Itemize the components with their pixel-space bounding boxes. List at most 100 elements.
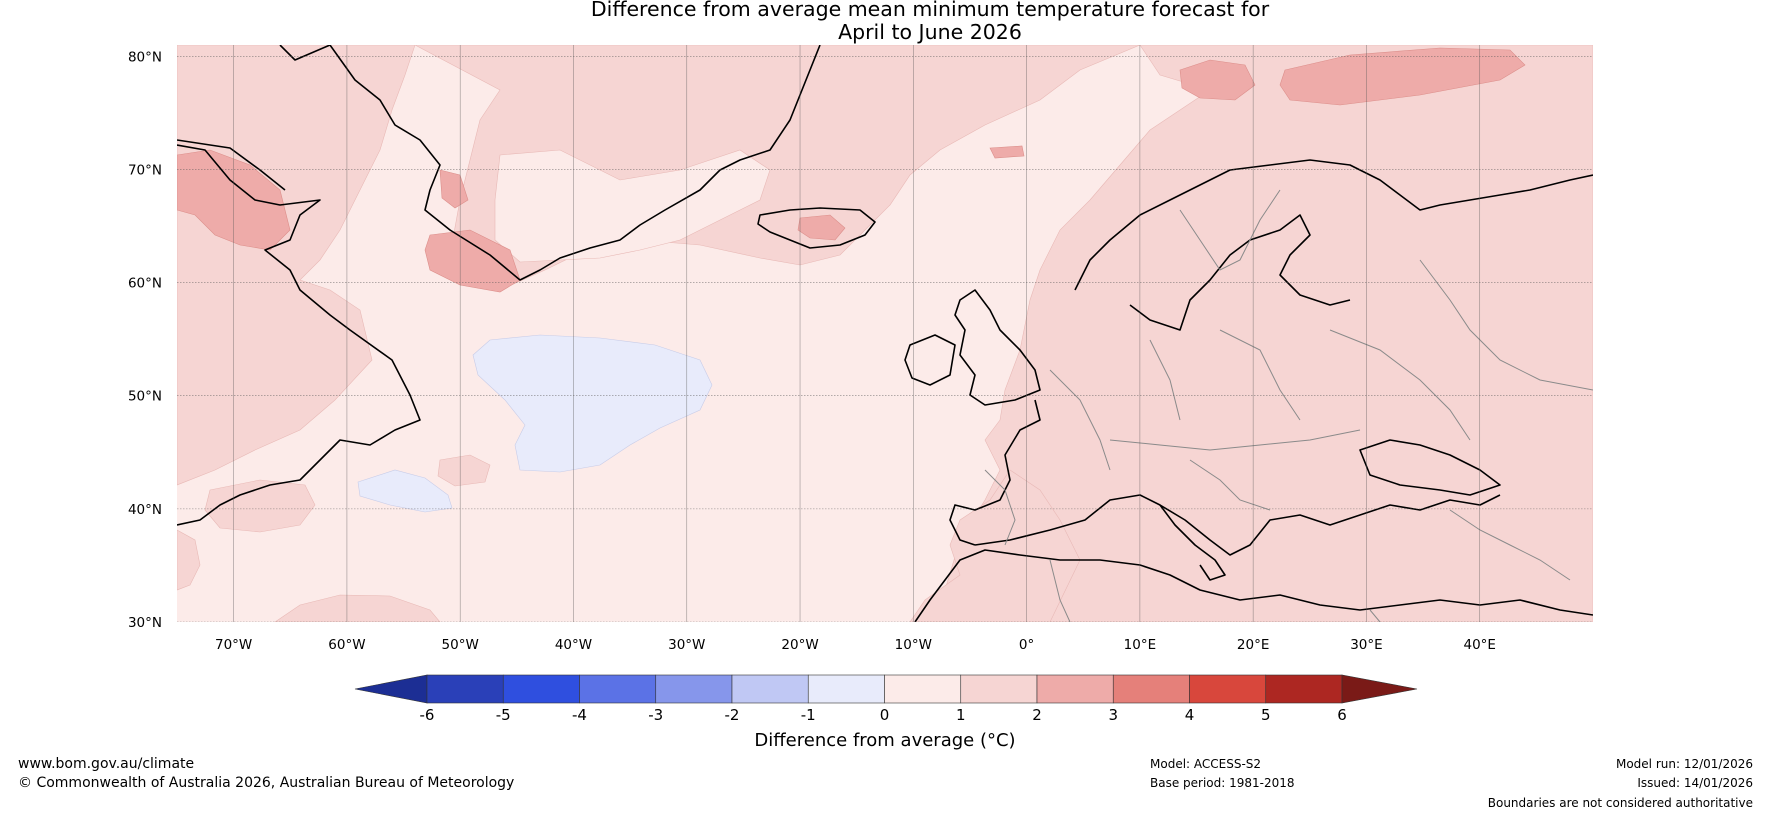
coastline-mediterranean-north	[974, 494, 1501, 556]
coastline-ireland	[904, 334, 956, 386]
coastline-greenland-west	[279, 45, 331, 61]
chart-title-line1: Difference from average mean minimum tem…	[590, 0, 1270, 21]
anomaly-region-southwest-blob	[204, 479, 316, 533]
longitude-label: 70°W	[215, 637, 252, 653]
longitude-label: 40°W	[555, 637, 592, 653]
anomaly-region-iberia	[909, 469, 1081, 622]
coastline-north-africa	[914, 549, 1593, 622]
colorbar-tick-label: 0	[880, 706, 890, 724]
colorbar-tick-label: 4	[1185, 706, 1195, 724]
coastline-baltic	[1129, 214, 1351, 331]
longitude-label: 0°	[1019, 637, 1034, 653]
latitude-label: 50°N	[128, 389, 162, 405]
colorbar: -6 -5 -4 -3 -2 -1 0 1 2 3 4 5 6	[354, 674, 1418, 724]
colorbar-segment	[1036, 674, 1114, 704]
country-borders	[984, 189, 1593, 622]
map-gridlines	[177, 45, 1593, 622]
footer-website[interactable]: www.bom.gov.au/climate	[18, 756, 195, 772]
coastline-britain	[954, 289, 1041, 406]
colorbar-tick-label: -2	[725, 706, 740, 724]
colorbar-segment	[1265, 674, 1343, 704]
anomaly-region-cool-north-atlantic	[472, 334, 713, 473]
chart-title: Difference from average mean minimum tem…	[0, 0, 1770, 44]
border-russia-east	[1419, 259, 1593, 391]
coastlines	[177, 45, 1593, 622]
anomaly-region-south-greenland	[424, 229, 521, 293]
colorbar-extend-high	[1341, 674, 1418, 704]
latitude-label: 40°N	[128, 502, 162, 518]
border-central-europe	[1109, 429, 1361, 451]
footer-disclaimer: Boundaries are not considered authoritat…	[1487, 796, 1753, 810]
colorbar-segment	[579, 674, 657, 704]
longitude-label: 10°W	[895, 637, 932, 653]
longitude-labels: 70°W 60°W 50°W 40°W 30°W 20°W 10°W 0° 10°E 20°E 30…	[215, 637, 1496, 653]
latitude-label: 30°N	[128, 615, 162, 631]
colorbar-segment	[655, 674, 733, 704]
latitude-label: 70°N	[128, 162, 162, 178]
colorbar-segment	[731, 674, 809, 704]
border-france-germany	[1049, 369, 1111, 471]
longitude-label: 30°W	[668, 637, 705, 653]
longitude-label: 60°W	[328, 637, 365, 653]
colorbar-segment	[1112, 674, 1190, 704]
longitude-label: 20°W	[781, 637, 818, 653]
anomaly-region-canada	[177, 45, 416, 486]
border-poland-belarus	[1219, 329, 1301, 421]
border-turkey-east	[1449, 509, 1571, 581]
chart-title-line2: April to June 2026	[838, 20, 1022, 44]
border-libya-egypt	[1369, 609, 1381, 622]
longitude-label: 50°W	[442, 637, 479, 653]
colorbar-segment	[426, 674, 504, 704]
coastline-hudson-strait	[177, 139, 286, 191]
footer-model: Model: ACCESS-S2	[1150, 757, 1262, 771]
anomaly-region-svalbard	[1179, 59, 1256, 101]
anomaly-region-cool-southwest	[357, 469, 453, 513]
footer-model-run: Model run: 12/01/2026	[1615, 757, 1753, 771]
anomaly-region-mid-atlantic-blob	[437, 454, 491, 487]
coastline-italy	[1159, 504, 1226, 581]
colorbar-segment	[502, 674, 580, 704]
colorbar-tick-label: 3	[1108, 706, 1118, 724]
colorbar-tick-label: -6	[420, 706, 435, 724]
colorbar-segment	[807, 674, 885, 704]
colorbar-tick-label: -3	[648, 706, 663, 724]
anomaly-region-iceland	[797, 214, 846, 241]
coastline-black-sea	[1359, 439, 1501, 496]
latitude-label: 80°N	[128, 49, 162, 65]
colorbar-tick-label: -4	[572, 706, 587, 724]
colorbar-label: Difference from average (°C)	[754, 730, 1015, 751]
footer-issued: Issued: 14/01/2026	[1637, 776, 1753, 790]
longitude-label: 40°E	[1463, 637, 1495, 653]
coastline-labrador	[177, 144, 421, 526]
coastline-iceland	[757, 207, 876, 249]
border-scandinavia	[1179, 189, 1281, 271]
colorbar-segment	[1189, 674, 1267, 704]
colorbar-tick-label: 6	[1337, 706, 1347, 724]
anomaly-region-jan-mayen	[989, 145, 1025, 159]
border-balkans	[1189, 459, 1271, 511]
border-ukraine-russia	[1329, 329, 1471, 441]
border-germany-poland	[1149, 339, 1181, 421]
longitude-label: 10°E	[1124, 637, 1156, 653]
colorbar-tick-label: 2	[1032, 706, 1042, 724]
latitude-label: 60°N	[128, 276, 162, 292]
anomaly-region-barents	[1279, 47, 1526, 106]
anomaly-region-south-blob	[274, 594, 441, 622]
anomaly-region-corner-blob	[177, 529, 201, 591]
colorbar-segment	[960, 674, 1038, 704]
colorbar-tick-label: -5	[496, 706, 511, 724]
longitude-label: 20°E	[1237, 637, 1269, 653]
map-area	[177, 45, 1593, 622]
colorbar-tick-label: -1	[801, 706, 816, 724]
footer-base-period: Base period: 1981-2018	[1150, 776, 1295, 790]
anomaly-region-east-greenland	[439, 169, 469, 209]
latitude-labels: 80°N 70°N 60°N 50°N 40°N 30°N	[128, 49, 162, 631]
coastline-greenland	[329, 45, 821, 281]
colorbar-tick-label: 1	[956, 706, 966, 724]
border-north-africa	[1049, 559, 1071, 622]
colorbar-tick-label: 5	[1261, 706, 1271, 724]
colorbar-segment	[884, 674, 962, 704]
longitude-label: 30°E	[1350, 637, 1382, 653]
footer-copyright: © Commonwealth of Australia 2026, Austra…	[18, 775, 515, 791]
